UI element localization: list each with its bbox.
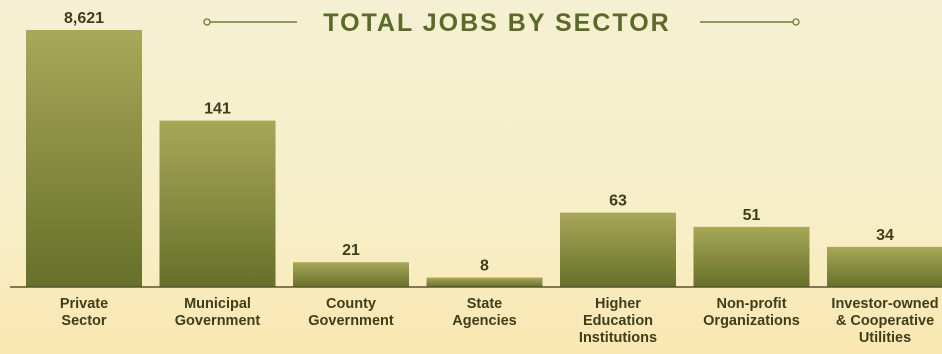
category-label-0-line-0: Private xyxy=(60,296,108,312)
bar-5 xyxy=(693,226,810,287)
category-label-4-line-0: Higher xyxy=(595,296,641,312)
category-label-3-line-1: Agencies xyxy=(452,313,516,329)
category-label-0-line-1: Sector xyxy=(61,313,106,329)
value-label-2: 21 xyxy=(342,242,360,259)
bar-0 xyxy=(26,30,142,287)
chart-title: TOTAL JOBS BY SECTOR xyxy=(323,9,670,37)
category-label-2-line-0: County xyxy=(326,296,376,312)
category-label-1: Municipal Government xyxy=(175,296,261,329)
bar-4 xyxy=(560,212,676,287)
category-label-6-line-1: & Cooperative xyxy=(836,313,934,329)
category-label-2: County Government xyxy=(308,296,394,329)
category-label-6-line-0: Investor-owned xyxy=(831,296,938,312)
bars-group xyxy=(26,30,942,288)
category-label-3: State Agencies xyxy=(452,296,516,329)
value-label-0: 8,621 xyxy=(64,10,104,27)
chart-title-group: TOTAL JOBS BY SECTOR xyxy=(203,9,800,37)
bar-3 xyxy=(426,277,543,287)
category-label-2-line-1: Government xyxy=(308,313,394,329)
bar-1 xyxy=(159,120,276,288)
value-label-6: 34 xyxy=(876,227,894,244)
bar-2 xyxy=(293,262,409,287)
category-label-1-line-0: Municipal xyxy=(184,296,251,312)
category-label-5: Non-profit Organizations xyxy=(703,296,800,329)
category-label-6: Investor-owned & Cooperative Utilities xyxy=(831,296,938,346)
value-label-5: 51 xyxy=(743,207,761,224)
value-label-3: 8 xyxy=(480,258,489,275)
bar-6 xyxy=(827,246,942,287)
category-label-1-line-1: Government xyxy=(175,313,261,329)
value-label-1: 141 xyxy=(204,101,231,118)
value-labels-group: 8,621 141 21 8 63 51 34 xyxy=(64,10,894,275)
category-label-3-line-0: State xyxy=(467,296,502,312)
category-label-0: Private Sector xyxy=(60,296,108,329)
category-label-4: Higher Education Institutions xyxy=(579,296,657,346)
category-label-5-line-0: Non-profit xyxy=(716,296,786,312)
category-label-6-line-2: Utilities xyxy=(859,330,911,346)
category-label-4-line-1: Education xyxy=(583,313,653,329)
title-rule-right-dot xyxy=(792,18,800,26)
title-rule-left-dot xyxy=(203,18,211,26)
category-label-4-line-2: Institutions xyxy=(579,330,657,346)
value-label-4: 63 xyxy=(609,193,627,210)
category-label-5-line-1: Organizations xyxy=(703,313,800,329)
